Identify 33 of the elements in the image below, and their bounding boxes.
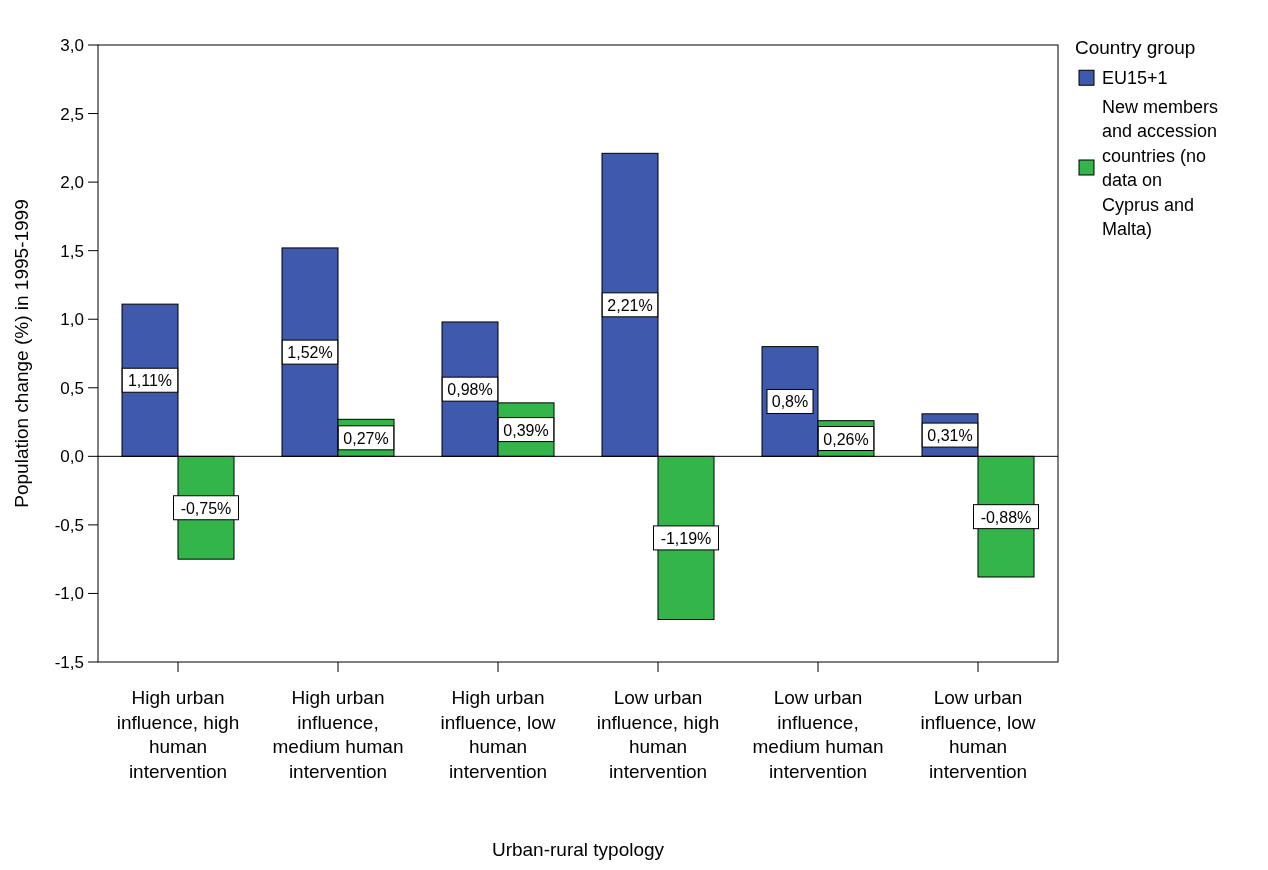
data-label: 1,11% <box>127 372 173 390</box>
x-tick-label: Low urban influence, high human intervention <box>596 687 720 782</box>
y-tick-label: 2,5 <box>60 104 84 124</box>
y-tick-label: -0,5 <box>54 515 84 535</box>
data-label: 0,31% <box>927 427 973 445</box>
legend-label: EU15+1 <box>1102 68 1168 88</box>
data-label: 0,8% <box>771 393 809 411</box>
x-tick-label: Low urban influence, low human intervention <box>920 687 1036 782</box>
y-tick-label: 1,0 <box>60 310 84 330</box>
data-label: 1,52% <box>287 344 333 362</box>
y-axis-title: Population change (%) in 1995-1999 <box>11 199 32 508</box>
y-tick-label: 2,0 <box>60 173 84 193</box>
y-tick-label: -1,0 <box>54 584 84 604</box>
x-tick-label: High urban influence, low human intervention <box>440 687 556 782</box>
data-label: -0,75% <box>180 499 232 517</box>
x-axis-title: Urban-rural typology <box>491 839 665 860</box>
y-tick-label: 1,5 <box>60 241 84 261</box>
y-tick-label: 0,5 <box>60 378 84 398</box>
data-label: 0,39% <box>503 421 549 439</box>
y-tick-label: 0,0 <box>60 447 84 467</box>
data-label: 0,27% <box>343 429 389 447</box>
y-tick-label: -1,5 <box>54 653 84 672</box>
data-label: -1,19% <box>660 529 712 547</box>
x-tick-label: Low urban influence, medium human intervention <box>752 687 884 782</box>
y-tick-label: 3,0 <box>60 36 84 55</box>
x-tick-label: High urban influence, medium human intervention <box>272 687 404 782</box>
data-label: 2,21% <box>607 296 653 314</box>
legend-label: New members and accession countries (no data on Cyprus and Malta) <box>1102 96 1219 239</box>
data-label: 0,26% <box>823 430 869 448</box>
legend-title: Country group <box>1075 37 1196 58</box>
data-label: 0,98% <box>447 381 493 399</box>
x-tick-label: High urban influence, high human intervention <box>116 687 240 782</box>
data-label: -0,88% <box>980 508 1032 526</box>
